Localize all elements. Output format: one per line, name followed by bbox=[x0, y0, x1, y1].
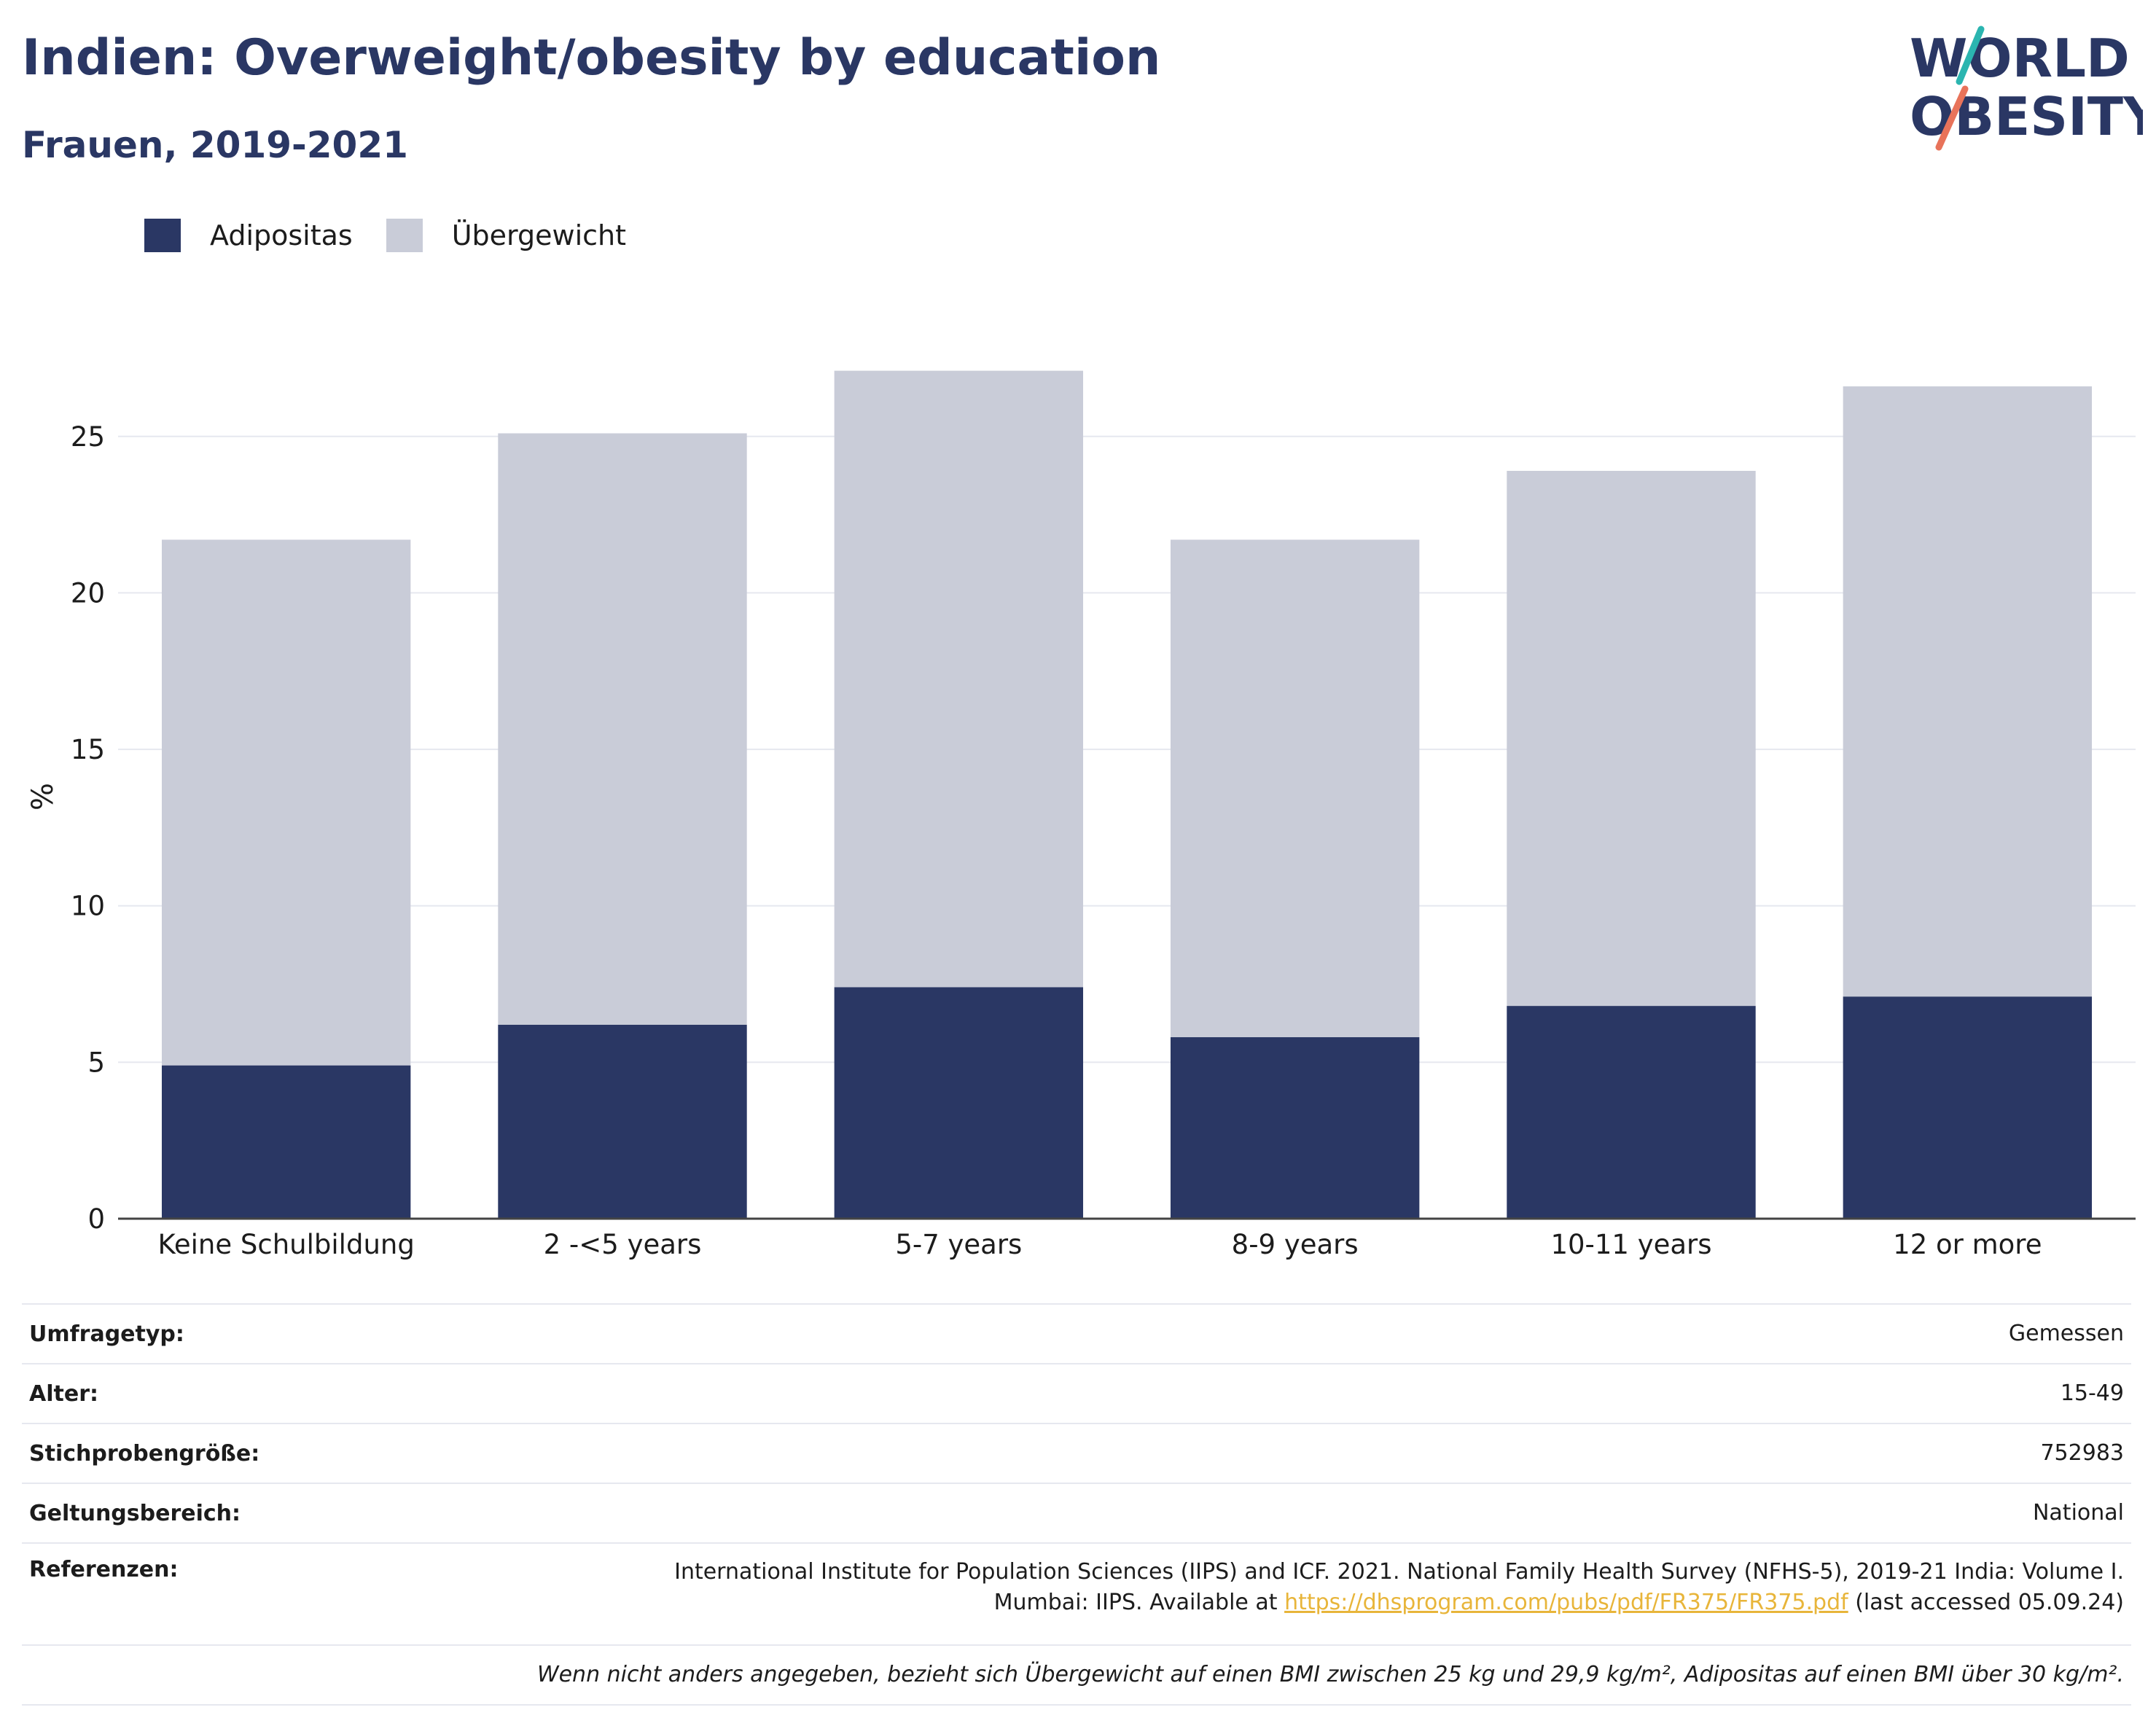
reference-link[interactable]: https://dhsprogram.com/pubs/pdf/FR375/FR… bbox=[1284, 1590, 1848, 1615]
info-row-age: Alter: 15-49 bbox=[22, 1363, 2131, 1423]
bar-chart: 0 5 10 15 20 25 Keine Schulbildung 2 -<5 years 5… bbox=[26, 370, 2136, 1260]
info-label-age: Alter: bbox=[22, 1363, 328, 1423]
legend-item-adipositas[interactable]: Adipositas bbox=[144, 219, 353, 252]
y-tick-label-5: 5 bbox=[87, 1047, 105, 1078]
bar-adipositas-3 bbox=[1170, 1037, 1420, 1219]
y-tick-label-10: 10 bbox=[71, 891, 105, 922]
bar-uebergewicht-0 bbox=[161, 539, 411, 1066]
info-label-scope: Geltungsbereich: bbox=[22, 1483, 328, 1543]
y-axis-title: % bbox=[26, 783, 60, 811]
y-tick-label-25: 25 bbox=[71, 421, 105, 453]
legend-label-uebergewicht: Übergewicht bbox=[451, 219, 626, 251]
y-tick-label-0: 0 bbox=[87, 1203, 105, 1235]
x-tick-label-5: 12 or more bbox=[1893, 1229, 2042, 1260]
bar-adipositas-1 bbox=[498, 1024, 747, 1219]
bar-uebergewicht-1 bbox=[498, 433, 747, 1025]
x-tick-label-3: 8-9 years bbox=[1232, 1229, 1359, 1260]
info-row-references: Referenzen: International Institute for … bbox=[22, 1542, 2131, 1645]
world-obesity-logo: WORLD OBESITY bbox=[1910, 26, 2143, 151]
survey-info-table: Umfragetyp: Gemessen Alter: 15-49 Stichp… bbox=[22, 1303, 2131, 1706]
logo-slash-coral bbox=[1935, 85, 1969, 151]
info-row-sample-size: Stichprobengröße: 752983 bbox=[22, 1423, 2131, 1483]
bar-adipositas-4 bbox=[1507, 1006, 1756, 1219]
info-row-note: Wenn nicht anders angegeben, bezieht sic… bbox=[22, 1644, 2131, 1706]
chart-title: Indien: Overweight/obesity by education bbox=[22, 29, 1161, 87]
gridlines bbox=[118, 435, 2136, 1063]
logo-slash-teal bbox=[1956, 26, 1985, 85]
y-tick-label-15: 15 bbox=[71, 734, 105, 765]
bmi-definition-note: Wenn nicht anders angegeben, bezieht sic… bbox=[22, 1644, 2131, 1706]
reference-line-2-prefix: Mumbai: IIPS. Available at bbox=[993, 1590, 1285, 1615]
info-value-sample-size: 752983 bbox=[328, 1423, 2131, 1483]
bar-adipositas-0 bbox=[161, 1065, 411, 1219]
bar-uebergewicht-2 bbox=[834, 370, 1084, 988]
legend-label-adipositas: Adipositas bbox=[210, 219, 353, 251]
y-tick-label-20: 20 bbox=[71, 577, 105, 609]
legend-item-uebergewicht[interactable]: Übergewicht bbox=[386, 219, 626, 252]
bars bbox=[161, 370, 2093, 1219]
logo-word-obesity: OBESITY bbox=[1910, 86, 2143, 147]
x-tick-label-4: 10-11 years bbox=[1550, 1229, 1711, 1260]
info-row-survey-type: Umfragetyp: Gemessen bbox=[22, 1303, 2131, 1364]
info-label-references: Referenzen: bbox=[22, 1542, 328, 1645]
bar-uebergewicht-3 bbox=[1170, 539, 1420, 1038]
x-tick-label-0: Keine Schulbildung bbox=[157, 1229, 414, 1260]
info-value-survey-type: Gemessen bbox=[328, 1303, 2131, 1364]
chart-subtitle: Frauen, 2019-2021 bbox=[22, 124, 408, 166]
info-value-age: 15-49 bbox=[328, 1363, 2131, 1423]
legend-swatch-uebergewicht bbox=[386, 219, 423, 252]
reference-line-1: International Institute for Population S… bbox=[674, 1559, 2124, 1585]
bar-uebergewicht-4 bbox=[1507, 471, 1756, 1007]
bar-uebergewicht-5 bbox=[1843, 386, 2093, 997]
x-tick-label-2: 5-7 years bbox=[895, 1229, 1022, 1260]
axes: 0 5 10 15 20 25 Keine Schulbildung 2 -<5 years 5… bbox=[71, 421, 2136, 1260]
info-label-sample-size: Stichprobengröße: bbox=[22, 1423, 328, 1483]
info-value-scope: National bbox=[328, 1483, 2131, 1543]
bar-adipositas-2 bbox=[834, 987, 1084, 1219]
info-value-references: International Institute for Population S… bbox=[328, 1542, 2131, 1645]
info-label-survey-type: Umfragetyp: bbox=[22, 1303, 328, 1364]
info-row-scope: Geltungsbereich: National bbox=[22, 1483, 2131, 1543]
logo-word-world: WORLD bbox=[1910, 28, 2130, 89]
bar-adipositas-5 bbox=[1843, 996, 2093, 1219]
legend-swatch-adipositas bbox=[144, 219, 181, 252]
x-tick-label-1: 2 -<5 years bbox=[544, 1229, 702, 1260]
chart-legend: Adipositas Übergewicht bbox=[144, 215, 660, 256]
reference-line-2-suffix: (last accessed 05.09.24) bbox=[1848, 1590, 2124, 1615]
